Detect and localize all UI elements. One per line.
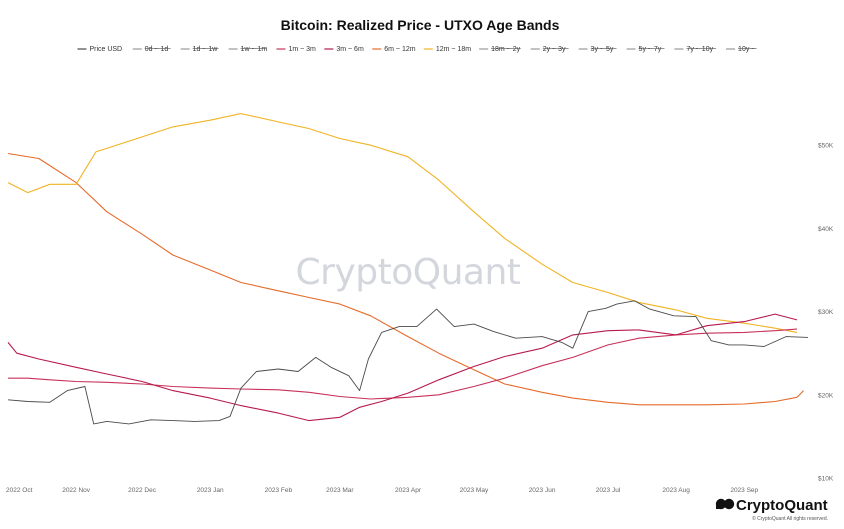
x-tick-label: 2023 Apr bbox=[395, 487, 422, 494]
x-tick-label: 2023 Jul bbox=[596, 487, 621, 494]
plot-area bbox=[7, 113, 809, 425]
legend-label: 1w ~ 1m bbox=[241, 46, 268, 53]
chart-title: Bitcoin: Realized Price - UTXO Age Bands bbox=[281, 17, 560, 33]
legend-label: 2y ~ 3y bbox=[543, 46, 566, 53]
series-line-3m-6m bbox=[7, 313, 798, 422]
legend-item-18m-2y[interactable]: 18m ~ 2y bbox=[479, 46, 521, 53]
legend-item-6m-12m[interactable]: 6m ~ 12m bbox=[372, 46, 416, 53]
y-tick-label: $40K bbox=[818, 226, 834, 233]
legend-label: 3m ~ 6m bbox=[336, 46, 364, 53]
legend[interactable]: Price USD 0d ~ 1d 1d ~ 1w 1w ~ 1m 1m ~ 3m 3m … bbox=[77, 46, 757, 53]
legend-item-3y-5y[interactable]: 3y ~ 5y bbox=[578, 46, 617, 53]
legend-item-1w-1m[interactable]: 1w ~ 1m bbox=[228, 46, 268, 53]
x-tick-label: 2022 Dec bbox=[128, 487, 157, 494]
watermark: CryptoQuant bbox=[296, 252, 521, 293]
series-line-1m-3m bbox=[8, 328, 798, 400]
legend-label: 6m ~ 12m bbox=[384, 46, 415, 53]
legend-item-5y-7y[interactable]: 5y ~ 7y bbox=[626, 46, 665, 53]
x-tick-label: 2023 Aug bbox=[662, 487, 690, 494]
legend-label: 1d ~ 1w bbox=[193, 46, 219, 53]
copyright-text: © CryptoQuant All rights reserved. bbox=[752, 515, 828, 522]
legend-item-2y-3y[interactable]: 2y ~ 3y bbox=[530, 46, 569, 53]
legend-item-10y[interactable]: 10y ~ bbox=[726, 46, 757, 53]
legend-label: 10y ~ bbox=[738, 46, 755, 53]
y-axis: $10K $20K $30K $40K $50K bbox=[818, 143, 834, 483]
legend-item-1m-3m[interactable]: 1m ~ 3m bbox=[276, 46, 316, 53]
legend-label: Price USD bbox=[89, 46, 122, 53]
x-tick-label: 2022 Oct bbox=[6, 487, 33, 494]
brand-logo-text: CryptoQuant bbox=[736, 497, 828, 514]
x-axis: 2022 Oct 2022 Nov 2022 Dec 2023 Jan 2023 Feb… bbox=[6, 487, 759, 494]
x-tick-label: 2023 May bbox=[460, 487, 489, 494]
legend-label: 0d ~ 1d bbox=[145, 46, 169, 53]
legend-label: 3y ~ 5y bbox=[591, 46, 614, 53]
legend-label: 18m ~ 2y bbox=[491, 46, 520, 53]
legend-item-0d-1d[interactable]: 0d ~ 1d bbox=[132, 46, 171, 53]
y-tick-label: $20K bbox=[818, 392, 834, 399]
legend-item-3m-6m[interactable]: 3m ~ 6m bbox=[324, 46, 364, 53]
y-tick-label: $30K bbox=[818, 309, 834, 316]
x-tick-label: 2023 Feb bbox=[265, 487, 293, 494]
x-tick-label: 2023 Sep bbox=[730, 487, 758, 494]
legend-label: 5y ~ 7y bbox=[639, 46, 662, 53]
legend-item-1d-1w[interactable]: 1d ~ 1w bbox=[180, 46, 219, 53]
brand-logo[interactable]: CryptoQuant bbox=[715, 497, 828, 514]
y-tick-label: $10K bbox=[818, 476, 834, 483]
x-tick-label: 2022 Nov bbox=[62, 487, 91, 494]
legend-label: 7y ~ 10y bbox=[686, 46, 713, 53]
x-tick-label: 2023 Mar bbox=[326, 487, 354, 494]
y-tick-label: $50K bbox=[818, 143, 834, 150]
legend-label: 12m ~ 18m bbox=[436, 46, 471, 53]
series-line-12m-18m bbox=[7, 113, 798, 333]
x-tick-label: 2023 Jun bbox=[529, 487, 556, 494]
series-line-6m-12m bbox=[7, 152, 804, 406]
legend-item-12m-18m[interactable]: 12m ~ 18m bbox=[423, 46, 471, 53]
legend-item-7y-10y[interactable]: 7y ~ 10y bbox=[674, 46, 717, 53]
legend-item-price-usd[interactable]: Price USD bbox=[77, 46, 122, 53]
legend-label: 1m ~ 3m bbox=[288, 46, 316, 53]
series-line-price-usd bbox=[7, 300, 809, 425]
cryptoquant-logo-icon bbox=[715, 498, 735, 510]
x-tick-label: 2023 Jan bbox=[197, 487, 224, 494]
